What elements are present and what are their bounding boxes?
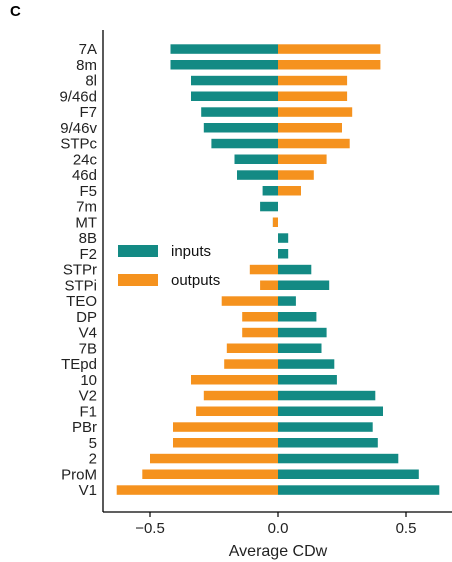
bar-inputs-27 <box>278 469 419 479</box>
panel-label: C <box>10 3 21 20</box>
bar-outputs-23 <box>196 406 278 416</box>
bar-inputs-5 <box>203 123 278 133</box>
category-label: TEpd <box>61 356 97 373</box>
bar-outputs-8 <box>278 170 314 180</box>
bar-inputs-25 <box>278 438 378 448</box>
bar-outputs-22 <box>203 390 278 401</box>
bar-inputs-2 <box>191 75 278 86</box>
x-tick-label: −0.5 <box>135 520 165 537</box>
category-label: 2 <box>89 451 97 468</box>
category-label: 8m <box>76 57 97 74</box>
bar-inputs-18 <box>278 327 327 338</box>
bar-outputs-17 <box>242 312 278 322</box>
category-label: 46d <box>72 167 97 184</box>
category-label: STPi <box>64 277 97 294</box>
bar-inputs-7 <box>234 154 278 164</box>
bar-outputs-4 <box>278 107 353 117</box>
category-label: TEO <box>66 293 97 310</box>
bar-inputs-15 <box>278 280 330 290</box>
bar-outputs-20 <box>224 359 278 369</box>
bar-inputs-13 <box>278 249 289 259</box>
bar-outputs-2 <box>278 75 348 86</box>
bar-inputs-17 <box>278 312 317 322</box>
bar-outputs-6 <box>278 138 350 149</box>
bar-outputs-11 <box>272 217 278 227</box>
category-label: 9/46v <box>60 120 97 137</box>
bar-inputs-26 <box>278 453 399 464</box>
x-axis-title: Average CDw <box>229 543 328 560</box>
bar-outputs-24 <box>173 422 278 432</box>
bars-group <box>116 44 440 495</box>
bar-inputs-23 <box>278 406 383 416</box>
bar-outputs-18 <box>242 327 278 338</box>
bar-outputs-16 <box>221 296 278 306</box>
bar-outputs-21 <box>191 375 278 385</box>
category-label: 8B <box>79 230 97 247</box>
legend-label-inputs: inputs <box>171 243 211 260</box>
category-label: PBr <box>72 419 97 436</box>
x-ticks: −0.5 0.0 0.5 <box>135 512 416 537</box>
bar-inputs-6 <box>211 138 278 149</box>
category-label: 8l <box>85 73 97 90</box>
bar-inputs-21 <box>278 375 337 385</box>
legend-swatch-outputs <box>118 274 158 286</box>
category-label: MT <box>75 214 97 231</box>
category-label: 7B <box>79 340 97 357</box>
bar-inputs-4 <box>201 107 278 117</box>
bar-outputs-26 <box>150 453 278 464</box>
bar-inputs-20 <box>278 359 335 369</box>
category-labels: 7A8m8l9/46dF79/46vSTPc24c46dF57mMT8BF2ST… <box>59 41 97 499</box>
bar-inputs-0 <box>170 44 278 54</box>
bar-inputs-8 <box>237 170 278 180</box>
category-label: V1 <box>79 482 97 499</box>
bar-inputs-22 <box>278 390 376 401</box>
bar-outputs-28 <box>116 485 278 495</box>
bar-outputs-14 <box>249 264 278 275</box>
bar-inputs-3 <box>191 91 278 101</box>
bar-outputs-9 <box>278 186 301 196</box>
category-label: F7 <box>79 104 97 121</box>
bar-outputs-0 <box>278 44 381 54</box>
bar-outputs-1 <box>278 60 381 70</box>
category-label: 24c <box>73 151 98 168</box>
bar-outputs-19 <box>226 343 278 353</box>
bar-inputs-24 <box>278 422 373 432</box>
category-label: DP <box>76 309 97 326</box>
bar-outputs-15 <box>260 280 278 290</box>
category-label: F2 <box>79 246 97 263</box>
bar-inputs-19 <box>278 343 322 353</box>
bar-inputs-16 <box>278 296 296 306</box>
category-label: STPr <box>63 262 97 279</box>
category-label: F5 <box>79 183 97 200</box>
category-label: 9/46d <box>59 88 97 105</box>
bar-inputs-10 <box>260 201 278 212</box>
legend: inputs outputs <box>118 243 220 289</box>
bar-inputs-14 <box>278 264 312 275</box>
category-label: ProM <box>61 466 97 483</box>
bar-outputs-3 <box>278 91 348 101</box>
legend-swatch-inputs <box>118 245 158 257</box>
category-label: 10 <box>80 372 97 389</box>
bar-outputs-7 <box>278 154 327 164</box>
x-tick-label: 0.0 <box>268 520 289 537</box>
category-label: F1 <box>79 403 97 420</box>
x-tick-label: 0.5 <box>396 520 417 537</box>
category-label: 7m <box>76 199 97 216</box>
bar-inputs-1 <box>170 60 278 70</box>
legend-label-outputs: outputs <box>171 272 220 289</box>
bar-inputs-12 <box>278 233 289 243</box>
bar-outputs-5 <box>278 123 342 133</box>
category-label: 5 <box>89 435 97 452</box>
bar-inputs-9 <box>262 186 278 196</box>
category-label: V2 <box>79 388 97 405</box>
bar-outputs-25 <box>173 438 278 448</box>
bar-inputs-28 <box>278 485 440 495</box>
category-label: V4 <box>79 325 97 342</box>
category-label: STPc <box>60 136 97 153</box>
category-label: 7A <box>79 41 97 58</box>
bar-outputs-27 <box>142 469 278 479</box>
